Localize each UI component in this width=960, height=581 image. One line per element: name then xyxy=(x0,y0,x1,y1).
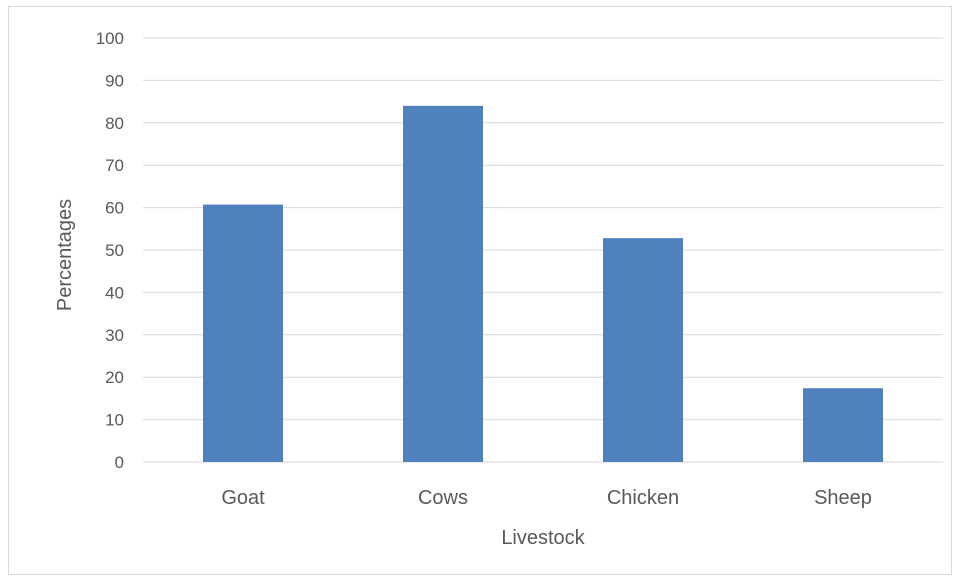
y-tick-label: 80 xyxy=(105,114,124,133)
y-tick-label: 10 xyxy=(105,411,124,430)
bars xyxy=(203,105,883,462)
y-tick-label: 40 xyxy=(105,283,124,302)
chart-frame: 0 10 20 30 40 50 60 70 80 90 100 Goat Cows Chicken Sh… xyxy=(8,6,952,575)
x-category-label: Sheep xyxy=(814,487,872,509)
x-axis-category-labels: Goat Cows Chicken Sheep xyxy=(221,487,872,509)
bar-goat xyxy=(203,204,283,462)
x-category-label: Cows xyxy=(418,487,468,509)
x-category-label: Chicken xyxy=(607,487,679,509)
x-axis-title: Livestock xyxy=(501,527,585,549)
bar-cows xyxy=(403,105,483,462)
bar-sheep xyxy=(803,388,883,462)
bar-chart: 0 10 20 30 40 50 60 70 80 90 100 Goat Cows Chicken Sh… xyxy=(54,29,943,549)
y-axis-tick-labels: 0 10 20 30 40 50 60 70 80 90 100 xyxy=(96,29,124,472)
y-tick-label: 20 xyxy=(105,368,124,387)
y-axis-title: Percentages xyxy=(54,199,76,311)
y-tick-label: 0 xyxy=(115,453,124,472)
y-tick-label: 70 xyxy=(105,156,124,175)
y-tick-label: 50 xyxy=(105,241,124,260)
y-tick-label: 60 xyxy=(105,199,124,218)
y-tick-label: 90 xyxy=(105,71,124,90)
x-category-label: Goat xyxy=(221,487,265,509)
y-tick-label: 30 xyxy=(105,326,124,345)
y-tick-label: 100 xyxy=(96,29,124,48)
bar-chicken xyxy=(603,238,683,462)
